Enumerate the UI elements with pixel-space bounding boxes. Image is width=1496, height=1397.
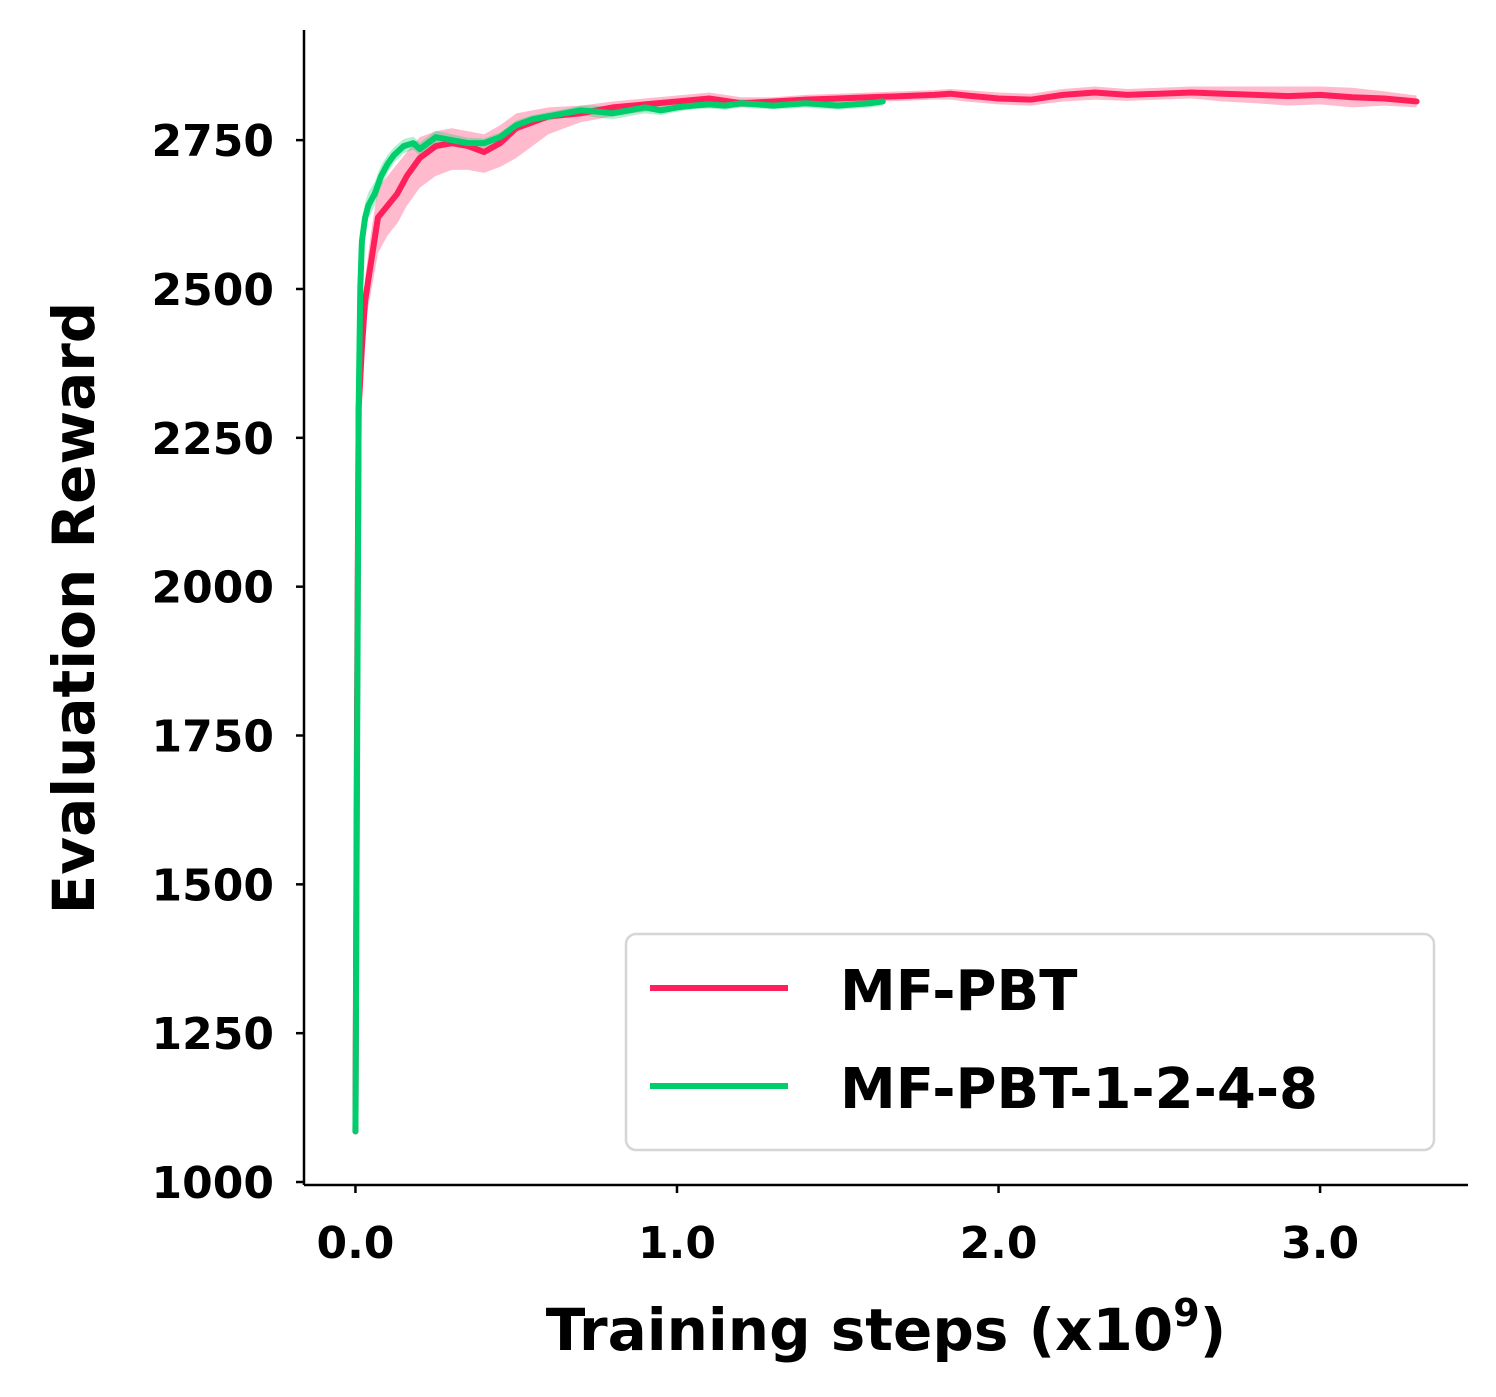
y-tick-label: 1500 [152, 860, 274, 911]
x-axis-ticks: 0.0 1.0 2.0 3.0 [316, 1185, 1359, 1269]
legend-label-mf-pbt: MF-PBT [840, 959, 1077, 1024]
y-axis-title: Evaluation Reward [40, 302, 108, 915]
legend-label-mf-pbt-1-2-4-8: MF-PBT-1-2-4-8 [840, 1057, 1318, 1122]
legend: MF-PBT MF-PBT-1-2-4-8 [624, 932, 1436, 1152]
x-axis-title-main: Training steps (x10 [546, 1296, 1173, 1364]
y-tick-label: 2500 [152, 265, 274, 316]
x-tick-label: 2.0 [960, 1218, 1038, 1269]
y-tick-label: 1750 [152, 712, 274, 763]
series-line-mf-pbt-1-2-4-8 [352, 98, 886, 1135]
y-tick-label: 1250 [152, 1009, 274, 1060]
x-axis-title: Training steps (x109) [546, 1291, 1226, 1364]
x-axis-title-superscript: 9 [1173, 1291, 1199, 1335]
y-tick-label: 1000 [152, 1158, 274, 1209]
legend-box [624, 932, 1436, 1152]
y-tick-label: 2750 [152, 116, 274, 167]
y-tick-label: 2250 [152, 414, 274, 465]
x-axis-title-end: ) [1200, 1296, 1227, 1364]
series-line-mf-pbt [352, 89, 1420, 1135]
y-tick-label: 2000 [152, 563, 274, 614]
x-tick-label: 1.0 [638, 1218, 716, 1269]
series-lines [352, 89, 1420, 1135]
x-tick-label: 0.0 [316, 1218, 394, 1269]
x-tick-label: 3.0 [1281, 1218, 1359, 1269]
y-axis-ticks: 1000 1250 1500 1750 2000 2250 2500 2750 [152, 116, 304, 1209]
